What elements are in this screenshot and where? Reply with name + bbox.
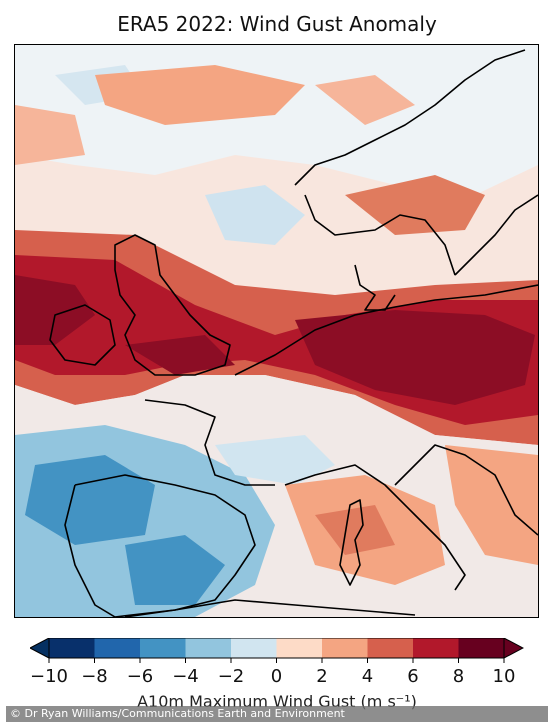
anomaly-east-positive — [445, 445, 538, 565]
anomaly-central-core-dark — [125, 335, 235, 375]
anomaly-north-positive — [95, 65, 305, 125]
colorbar-swatch — [49, 638, 95, 658]
colorbar-swatch — [231, 638, 277, 658]
coastlines — [49, 49, 538, 617]
coastline-corsica-sardinia — [339, 499, 364, 586]
colorbar-tick-label: −10 — [30, 666, 68, 687]
colorbar-swatch — [367, 638, 414, 658]
coastline-italy — [284, 444, 538, 591]
coastline-france — [144, 399, 275, 486]
anomaly-north-positive — [15, 105, 85, 165]
anomaly-map — [14, 44, 539, 618]
coastline-ireland — [49, 304, 116, 366]
colorbar-swatch — [413, 638, 459, 658]
colorbar-tick-label: −2 — [218, 666, 245, 687]
anomaly-north-positive — [315, 75, 415, 125]
colorbar-low-extension — [28, 637, 50, 659]
colorbar-tick-label: 4 — [362, 666, 373, 687]
colorbar-tick-label: 2 — [316, 666, 327, 687]
colorbar-swatch — [458, 638, 505, 658]
coastline-continent-north — [234, 284, 538, 376]
colorbar-high-extension — [503, 637, 525, 659]
colorbar-tick-label: −6 — [127, 666, 154, 687]
coastline-north-africa — [114, 599, 416, 617]
anomaly-central-core-dark — [15, 275, 95, 345]
coastline-great-britain — [114, 234, 231, 376]
colorbar-tick-label: −4 — [172, 666, 199, 687]
colorbar-swatch — [140, 638, 186, 658]
colorbar: −10 −8 −6 −4 −2 0 2 4 6 8 10 — [28, 637, 525, 694]
image-credit: © Dr Ryan Williams/Communications Earth … — [6, 706, 548, 722]
colorbar-swatch — [322, 638, 368, 658]
colorbar-ticks: −10 −8 −6 −4 −2 0 2 4 6 8 10 — [30, 658, 515, 687]
anomaly-scandinavia-positive — [345, 175, 485, 235]
map-title: ERA5 2022: Wind Gust Anomaly — [117, 12, 437, 36]
colorbar-tick-label: 0 — [271, 666, 282, 687]
anomaly-iberia-negative-strong — [125, 535, 225, 605]
colorbar-swatch — [185, 638, 232, 658]
coastline-iberia — [64, 474, 256, 617]
anomaly-central-core-dark — [295, 310, 535, 405]
colorbar-swatch — [94, 638, 141, 658]
anomaly-italy-positive-strong — [315, 505, 395, 555]
colorbar-tick-label: 6 — [407, 666, 418, 687]
colorbar-swatches — [49, 638, 505, 658]
coastline-denmark — [354, 264, 396, 311]
anomaly-north-blue-patch — [205, 185, 305, 245]
anomaly-iberia-negative-strong — [25, 455, 155, 545]
coastline-scandinavia — [294, 49, 538, 276]
colorbar-tick-label: −8 — [81, 666, 108, 687]
colorbar-tick-label: 8 — [453, 666, 464, 687]
colorbar-tick-label: 10 — [493, 666, 516, 687]
anomaly-south-light-blue — [215, 435, 335, 485]
colorbar-swatch — [276, 638, 323, 658]
